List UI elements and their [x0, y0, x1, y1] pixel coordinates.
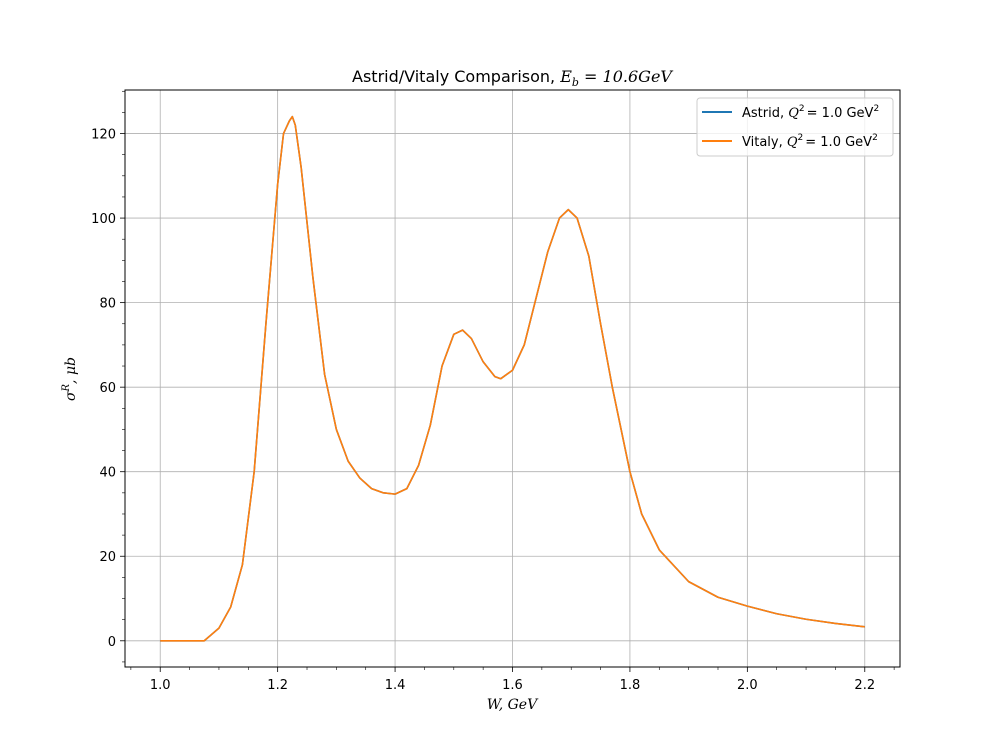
y-axis-label: σR, μb — [61, 357, 79, 401]
legend: Astrid, Q2 = 1.0 GeV2 Vitaly, Q2 = 1.0 GeV… — [696, 97, 894, 157]
y-tick-label: 0 — [108, 635, 116, 650]
y-tick-label: 120 — [91, 128, 116, 143]
x-tick-label: 2.0 — [737, 678, 758, 693]
grid — [125, 90, 900, 667]
x-tick-label: 1.8 — [620, 678, 641, 693]
series-lines — [160, 115, 865, 642]
y-tick-label: 100 — [91, 212, 116, 227]
x-tick-label: 1.2 — [267, 678, 288, 693]
x-tick-label: 1.4 — [385, 678, 406, 693]
legend-label-vitaly: Vitaly, Q2 = 1.0 GeV2 — [742, 133, 878, 150]
x-tick-label: 2.2 — [854, 678, 875, 693]
legend-label-astrid: Astrid, Q2 = 1.0 GeV2 — [742, 104, 879, 121]
x-tick-label: 1.6 — [502, 678, 523, 693]
x-tick-label: 1.0 — [150, 678, 171, 693]
series-line-1 — [160, 115, 865, 642]
ticks: 1.0 1.2 1.4 1.6 1.8 2.0 2.2 0 20 40 60 80 100 120 — [91, 90, 895, 693]
chart-title: Astrid/Vitaly Comparison, Eb = 10.6GeV — [352, 67, 673, 89]
x-axis-label: W, GeV — [487, 697, 539, 713]
y-tick-label: 20 — [99, 550, 116, 565]
legend-box — [696, 97, 894, 157]
y-tick-label: 80 — [99, 297, 116, 312]
y-tick-label: 40 — [99, 466, 116, 481]
y-tick-label: 60 — [99, 381, 116, 396]
